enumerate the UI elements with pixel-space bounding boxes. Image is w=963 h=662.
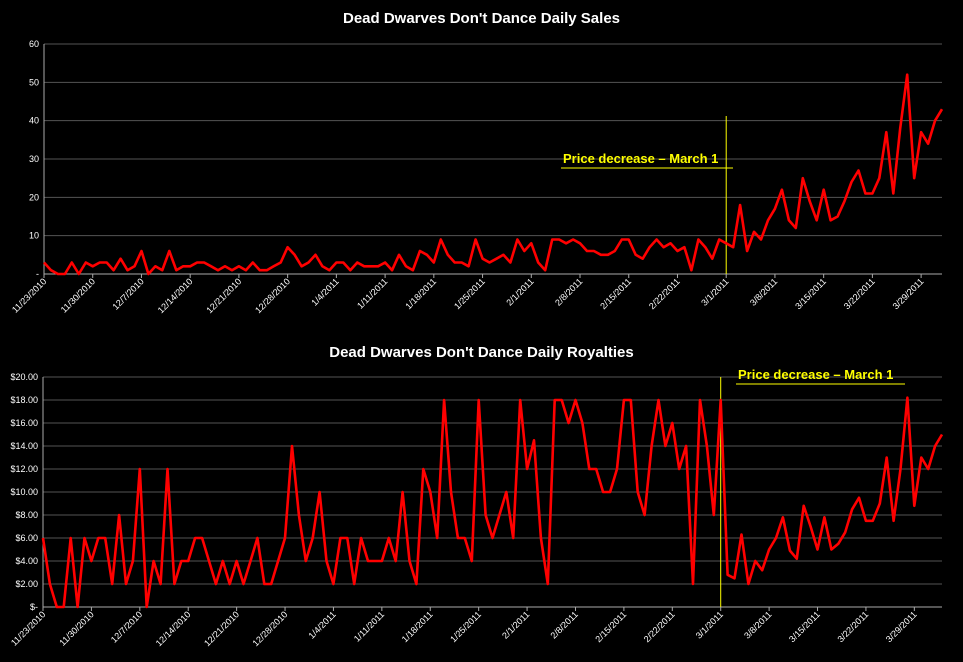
- royalties-x-tick-label: 2/8/2011: [549, 609, 580, 640]
- royalties-y-tick-label: $16.00: [10, 418, 38, 428]
- royalties-x-tick-label: 12/21/2010: [202, 609, 241, 648]
- royalties-series-line: [41, 396, 944, 609]
- royalties-x-tick-label: 3/8/2011: [742, 609, 773, 640]
- sales-y-tick-label: 10: [29, 231, 39, 241]
- sales-y-tick-label: 50: [29, 77, 39, 87]
- royalties-x-tick-label: 3/1/2011: [694, 609, 725, 640]
- sales-chart: - 10 20 30 40 50 60 11/23/2010 11/30/2010 12/7/20…: [10, 39, 944, 315]
- royalties-y-tick-label: $-: [30, 602, 38, 612]
- royalties-x-tick-label: 12/28/2010: [251, 609, 290, 648]
- sales-y-tick-label: -: [36, 269, 39, 279]
- sales-x-tick-label: 11/23/2010: [10, 276, 48, 314]
- royalties-chart-title: Dead Dwarves Don't Dance Daily Royalties: [329, 344, 634, 361]
- sales-x-tick-label: 12/28/2010: [253, 276, 292, 315]
- sales-y-tick-label: 30: [29, 154, 39, 164]
- sales-x-tick-label: 3/8/2011: [748, 276, 779, 307]
- sales-y-tick-label: 40: [29, 116, 39, 126]
- royalties-x-tick-label: 12/7/2010: [109, 609, 144, 644]
- sales-x-tick-label: 12/7/2010: [110, 276, 145, 311]
- sales-x-tick-label: 1/11/2011: [355, 276, 389, 310]
- sales-x-tick-label: 2/15/2011: [598, 276, 633, 311]
- royalties-x-tick-label: 3/15/2011: [787, 609, 822, 644]
- sales-x-tick-label: 3/29/2011: [891, 276, 926, 311]
- sales-x-tick-label: 1/25/2011: [452, 276, 487, 311]
- sales-x-tick-label: 1/4/2011: [309, 276, 340, 307]
- royalties-y-tick-label: $12.00: [10, 464, 38, 474]
- royalties-y-tick-label: $18.00: [10, 395, 38, 405]
- sales-x-tick-label: 2/22/2011: [647, 276, 682, 311]
- sales-x-tick-label: 1/18/2011: [403, 276, 438, 311]
- sales-x-tick-label: 3/15/2011: [793, 276, 828, 311]
- royalties-x-tick-label: 2/15/2011: [593, 609, 628, 644]
- sales-annotation-label: Price decrease – March 1: [563, 151, 718, 166]
- royalties-x-tick-label: 1/25/2011: [448, 609, 483, 644]
- sales-x-tick-label: 3/1/2011: [699, 276, 730, 307]
- sales-x-tick-label: 12/21/2010: [204, 276, 243, 315]
- royalties-x-tick-label: 1/4/2011: [306, 609, 337, 640]
- royalties-y-tick-label: $10.00: [10, 487, 38, 497]
- sales-x-tick-label: 2/8/2011: [553, 276, 584, 307]
- sales-x-tick-label: 3/22/2011: [842, 276, 877, 311]
- royalties-y-tick-label: $14.00: [10, 441, 38, 451]
- royalties-x-tick-label: 2/22/2011: [642, 609, 677, 644]
- sales-x-tick-label: 12/14/2010: [156, 276, 195, 315]
- royalties-x-tick-label: 12/14/2010: [154, 609, 193, 648]
- sales-y-tick-label: 60: [29, 39, 39, 49]
- royalties-y-tick-label: $4.00: [15, 556, 38, 566]
- sales-x-tick-label: 11/30/2010: [59, 276, 97, 314]
- sales-y-tick-label: 20: [29, 192, 39, 202]
- royalties-y-tick-label: $6.00: [15, 533, 38, 543]
- royalties-y-tick-label: $8.00: [15, 510, 38, 520]
- royalties-x-tick-label: 1/11/2011: [352, 609, 386, 643]
- royalties-y-tick-label: $20.00: [10, 372, 38, 382]
- royalties-y-tick-label: $2.00: [15, 579, 38, 589]
- royalties-annotation-label: Price decrease – March 1: [738, 367, 893, 382]
- royalties-x-tick-label: 11/30/2010: [57, 609, 95, 647]
- royalties-x-tick-label: 3/22/2011: [835, 609, 870, 644]
- sales-series-line: [43, 73, 944, 276]
- sales-x-tick-label: 2/1/2011: [504, 276, 535, 307]
- sales-chart-title: Dead Dwarves Don't Dance Daily Sales: [342, 10, 621, 27]
- royalties-x-tick-label: 1/18/2011: [400, 609, 435, 644]
- royalties-x-tick-label: 2/1/2011: [500, 609, 531, 640]
- royalties-x-tick-label: 3/29/2011: [884, 609, 919, 644]
- royalties-x-tick-label: 11/23/2010: [9, 609, 47, 647]
